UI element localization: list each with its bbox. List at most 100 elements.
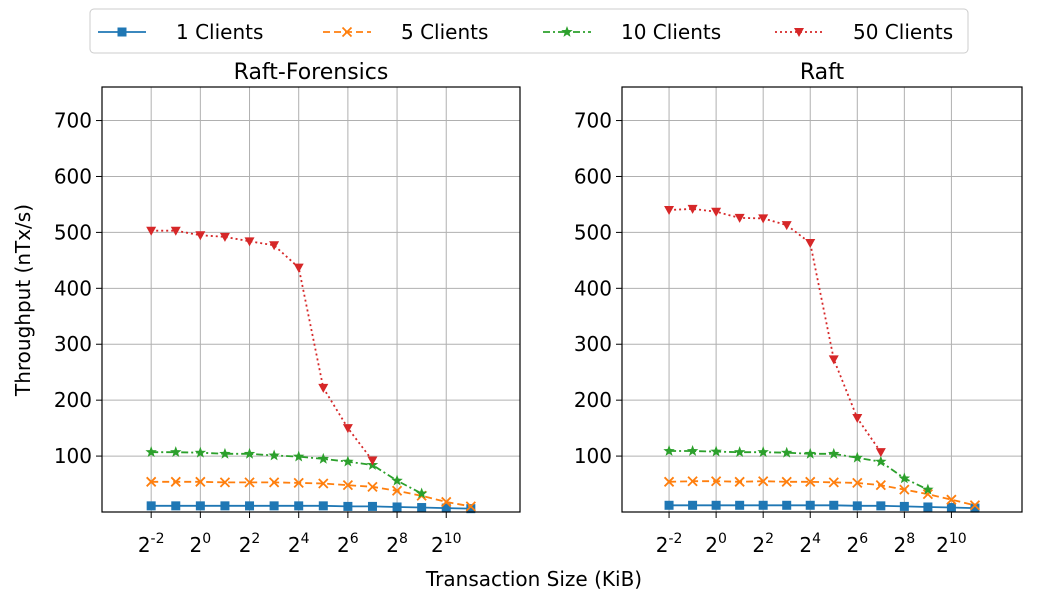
panel-1: 100 200 300 400 500 600 700 2-2 20 22 24 26 28 210 Raf… — [54, 60, 521, 557]
data-point — [734, 476, 745, 487]
data-point — [441, 503, 451, 513]
data-point — [875, 480, 886, 491]
series-5-clients — [146, 476, 476, 512]
legend-item-3: 10 Clients — [543, 20, 721, 44]
legend-label: 50 Clients — [853, 20, 953, 44]
data-point — [170, 226, 181, 236]
data-point — [220, 501, 230, 511]
y-tick-label: 200 — [574, 388, 612, 412]
plot-frame — [101, 86, 521, 513]
grid — [102, 87, 520, 512]
data-point — [733, 446, 746, 458]
series-50-clients — [664, 204, 886, 458]
data-point — [828, 447, 840, 459]
data-point — [687, 204, 698, 214]
data-point — [781, 221, 792, 231]
data-point — [342, 424, 353, 434]
y-tick-label: 500 — [54, 220, 92, 244]
data-point — [757, 446, 769, 458]
x-tick-label: 20 — [190, 531, 212, 557]
series-1-clients — [664, 500, 980, 513]
data-point — [875, 455, 887, 467]
data-point — [342, 455, 354, 467]
data-point — [805, 476, 816, 487]
x-tick-label: 20 — [705, 531, 727, 557]
x-tick-label: 28 — [386, 531, 408, 557]
x-tick-label: 26 — [846, 531, 868, 557]
data-point — [269, 241, 280, 251]
data-point — [293, 477, 304, 489]
x-tick-label: 210 — [431, 531, 462, 557]
legend: 1 Clients 5 Clients 10 Clients 50 Clients — [89, 8, 969, 54]
data-point — [828, 477, 839, 488]
data-point — [367, 501, 377, 511]
data-point — [852, 414, 863, 424]
data-point — [415, 487, 428, 499]
data-point — [899, 501, 909, 511]
data-point — [734, 213, 745, 223]
data-point — [391, 474, 403, 486]
data-point — [851, 451, 863, 463]
y-tick-label: 100 — [574, 444, 612, 468]
panel-2: 100 200 300 400 500 600 700 2-2 20 22 24 26 28 210 Raf… — [574, 60, 1023, 557]
data-point — [711, 207, 722, 217]
data-point — [244, 477, 255, 488]
x-tick-label: 22 — [752, 531, 774, 557]
series-line — [151, 229, 374, 462]
data-point — [922, 483, 934, 495]
data-point — [805, 239, 816, 249]
data-point — [782, 500, 792, 510]
data-point — [781, 476, 792, 487]
x-tick-label: 24 — [288, 531, 310, 557]
y-tick-label: 600 — [574, 164, 612, 188]
data-point — [219, 447, 231, 459]
data-point — [663, 445, 675, 456]
data-point — [318, 501, 328, 511]
data-point — [417, 503, 427, 513]
data-point — [392, 502, 402, 512]
data-point — [898, 472, 911, 484]
data-point — [466, 504, 476, 514]
y-tick-label: 400 — [54, 276, 92, 300]
y-tick-label: 200 — [54, 388, 92, 412]
data-point — [170, 476, 181, 487]
x-tick-label: 26 — [337, 531, 359, 557]
data-point — [852, 501, 862, 511]
panel-title: Raft — [800, 60, 845, 85]
data-point — [195, 476, 206, 487]
y-tick-label: 300 — [54, 332, 92, 356]
data-point — [781, 446, 793, 458]
series-line — [669, 450, 929, 491]
data-point — [146, 476, 157, 487]
series-1-clients — [146, 501, 476, 514]
data-point — [342, 480, 354, 491]
data-point — [663, 476, 675, 487]
data-point — [367, 456, 378, 466]
data-point — [244, 237, 255, 247]
data-point — [268, 449, 280, 461]
data-point — [710, 476, 722, 487]
data-point — [875, 448, 886, 458]
data-point — [899, 484, 910, 495]
data-point — [245, 501, 255, 511]
data-point — [145, 446, 157, 458]
y-axis-label: Throughput (nTx/s) — [11, 204, 35, 397]
x-tick-label: 210 — [936, 531, 967, 557]
data-point — [317, 452, 329, 464]
data-point — [829, 500, 839, 510]
data-point — [923, 502, 933, 512]
data-point — [171, 501, 181, 511]
legend-label: 1 Clients — [176, 20, 263, 44]
series-line — [151, 480, 471, 508]
y-tick-label: 600 — [54, 164, 92, 188]
data-point — [758, 214, 769, 224]
data-point — [852, 477, 863, 489]
panel-title: Raft-Forensics — [234, 60, 389, 85]
plot-frame — [621, 86, 1023, 513]
data-point — [293, 450, 305, 462]
data-point — [688, 500, 698, 510]
series-10-clients — [145, 446, 428, 499]
legend-marker — [117, 27, 127, 37]
data-point — [269, 501, 279, 511]
